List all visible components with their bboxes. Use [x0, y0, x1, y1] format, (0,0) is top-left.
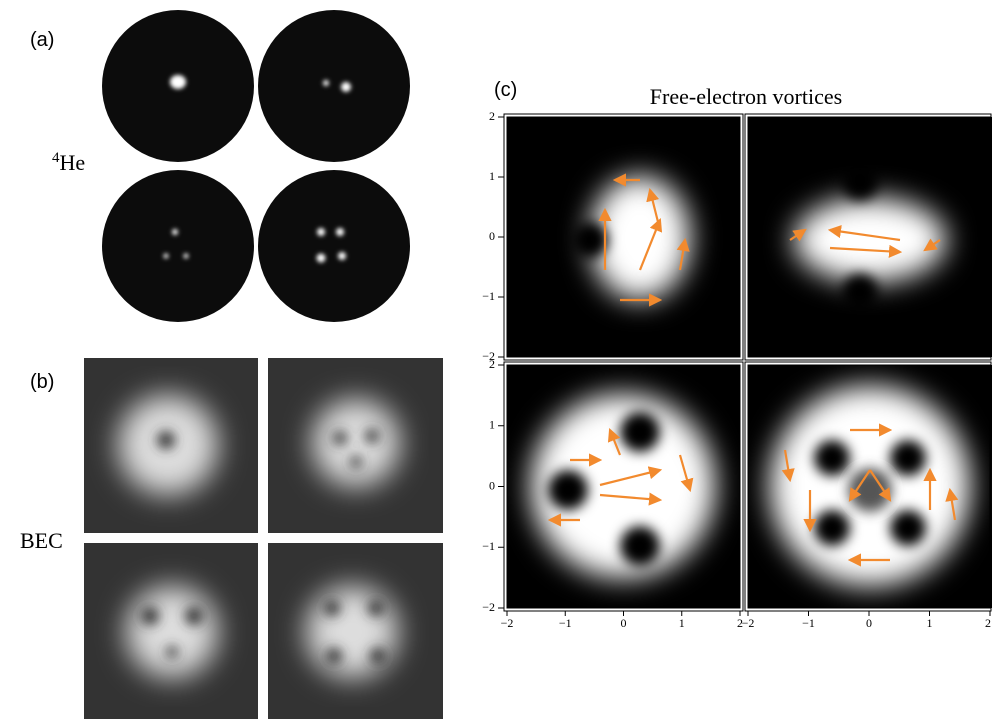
x-tick-label: 1 [927, 616, 933, 630]
x-tick-label: 2 [985, 616, 991, 630]
y-tick-label: −1 [482, 539, 495, 553]
panel-title: Free-electron vortices [650, 84, 842, 109]
x-tick-label: −1 [802, 616, 815, 630]
x-tick-label: −2 [501, 616, 514, 630]
sample-label: 4He [52, 150, 85, 175]
x-tick-label: 1 [679, 616, 685, 630]
x-tick-label: −1 [559, 616, 572, 630]
bec-images [84, 358, 443, 719]
y-tick-label: 1 [489, 418, 495, 432]
panel-label: (a) [30, 29, 54, 51]
y-tick-label: 2 [489, 357, 495, 371]
x-tick-label: −2 [742, 616, 755, 630]
y-tick-label: −2 [482, 600, 495, 614]
y-tick-label: 1 [489, 169, 495, 183]
vortex-panels [504, 114, 992, 611]
helium-images [102, 10, 410, 322]
sample-label: BEC [20, 528, 63, 553]
panel-label: (c) [494, 79, 517, 101]
y-tick-label: 2 [489, 109, 495, 123]
panel-label: (b) [30, 371, 54, 393]
y-tick-label: −1 [482, 289, 495, 303]
y-tick-label: 0 [489, 229, 495, 243]
x-tick-label: 0 [621, 616, 627, 630]
y-tick-label: 0 [489, 478, 495, 492]
x-tick-label: 0 [866, 616, 872, 630]
figure: (a) 4He (b) BEC (c) Free-elect [0, 0, 992, 719]
element: He [60, 150, 86, 175]
